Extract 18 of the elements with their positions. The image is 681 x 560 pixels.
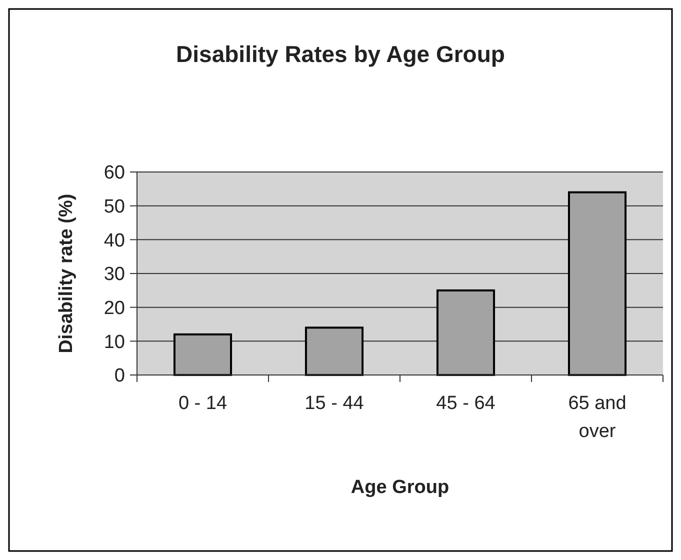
x-tick-label: 15 - 44 [304,393,364,414]
bar [568,191,627,376]
chart-title: Disability Rates by Age Group [176,41,505,67]
bar [173,333,232,376]
y-tick-label: 0 [114,366,125,387]
bar [436,289,496,376]
x-tick-label: 45 - 64 [436,393,496,414]
y-tick-label: 20 [104,298,125,319]
y-tick-label: 50 [104,196,125,218]
y-tick-label: 60 [104,162,125,184]
x-tick-label: 65 and over [568,393,626,442]
y-axis-title: Disability rate (%) [56,194,77,354]
y-tick-label: 30 [104,264,125,286]
y-tick-label: 10 [104,332,125,353]
y-tick-label: 40 [104,230,125,252]
x-tick-label: 0 - 14 [178,393,228,414]
x-axis-title: Age Group [350,477,450,498]
bar [304,326,364,376]
